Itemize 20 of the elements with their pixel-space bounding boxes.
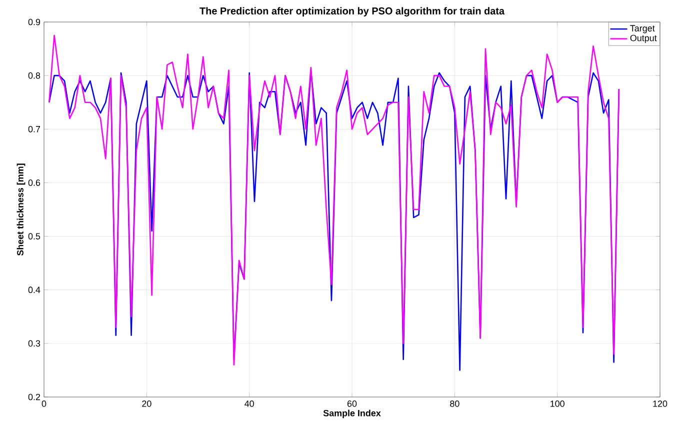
legend-label: Output xyxy=(630,34,657,43)
y-axis-title: Sheet thickness [mm] xyxy=(16,164,26,256)
legend-label: Target xyxy=(630,25,655,34)
x-tick-label: 120 xyxy=(653,400,668,407)
chart-title: The Prediction after optimization by PSO algorithm for train data xyxy=(200,7,505,16)
x-tick-label: 100 xyxy=(550,400,564,407)
y-tick-label: 0.9 xyxy=(28,18,40,26)
y-tick-label: 0.8 xyxy=(28,72,40,79)
y-tick-label: 0.4 xyxy=(28,286,40,294)
x-tick-label: 80 xyxy=(450,400,460,407)
y-tick-label: 0.2 xyxy=(28,394,40,400)
y-tick-label: 0.3 xyxy=(28,340,40,347)
x-tick-label: 0 xyxy=(42,400,46,407)
y-tick-label: 0.6 xyxy=(28,180,40,186)
y-tick-label: 0.5 xyxy=(28,233,40,240)
x-tick-label: 20 xyxy=(142,400,152,407)
x-tick-label: 60 xyxy=(347,400,357,407)
x-axis-title: Sample Index xyxy=(323,410,381,418)
x-tick-label: 40 xyxy=(244,400,254,407)
y-tick-label: 0.7 xyxy=(28,126,40,132)
